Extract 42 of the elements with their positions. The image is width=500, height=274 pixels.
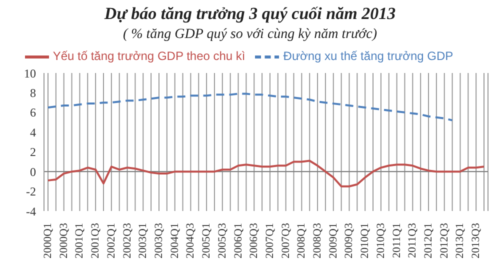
y-tick-label: 10 xyxy=(24,66,36,80)
x-tick-label: 2006Q3 xyxy=(248,222,260,258)
line-series xyxy=(47,160,485,188)
x-tick-label: 2010Q3 xyxy=(374,222,387,258)
y-tick-label: -4 xyxy=(26,204,36,218)
legend-label: Yếu tố tăng trưởng GDP theo chu kì xyxy=(52,49,246,64)
x-tick-label: 2010Q1 xyxy=(359,223,372,258)
x-tick-label: 2001Q3 xyxy=(90,222,102,258)
y-tick-label: 4 xyxy=(30,125,36,140)
x-tick-label: 2000Q3 xyxy=(58,222,70,258)
x-tick-label: 2002Q3 xyxy=(121,222,134,258)
x-tick-label: 2004Q3 xyxy=(184,222,197,258)
line-series xyxy=(47,92,454,122)
x-tick-label: 2008Q1 xyxy=(296,223,308,258)
y-tick-label: -2 xyxy=(26,184,36,199)
x-tick-label: 2001Q1 xyxy=(74,223,86,258)
chart-subtitle: ( % tăng GDP quý so với cùng kỳ năm trước) xyxy=(122,27,378,43)
x-tick-label: 2011Q1 xyxy=(390,223,403,258)
y-tick-label: 8 xyxy=(30,86,36,100)
x-tick-label: 2013Q1 xyxy=(454,223,466,258)
x-tick-label: 2006Q1 xyxy=(232,223,244,258)
x-tick-label: 2012Q3 xyxy=(438,222,450,258)
x-tick-label: 2009Q1 xyxy=(327,223,340,258)
x-tick-label: 2003Q3 xyxy=(152,222,165,258)
x-tick-label: 2009Q3 xyxy=(343,222,356,258)
y-tick-label: 2 xyxy=(30,145,36,160)
chart-title: Dự báo tăng trưởng 3 quý cuối năm 2013 xyxy=(103,4,397,24)
x-tick-label: 2004Q1 xyxy=(168,223,181,258)
x-tick-label: 2011Q3 xyxy=(406,222,419,258)
x-tick-label: 2005Q1 xyxy=(200,223,213,258)
x-tick-label: 2012Q1 xyxy=(422,223,435,258)
x-tick-label: 2008Q3 xyxy=(312,222,324,258)
x-tick-label: 2005Q3 xyxy=(216,222,228,258)
x-tick-label: 2007Q3 xyxy=(280,222,292,258)
x-tick-label: 2000Q1 xyxy=(42,223,54,258)
x-tick-label: 2002Q1 xyxy=(105,223,118,258)
y-tick-label: 6 xyxy=(30,106,36,120)
x-tick-label: 2003Q1 xyxy=(137,223,150,258)
x-tick-label: 2013Q3 xyxy=(470,222,482,258)
x-tick-label: 2007Q1 xyxy=(264,223,276,258)
legend-label: Đường xu thế tăng trưởng GDP xyxy=(283,49,454,64)
y-tick-label: 0 xyxy=(30,164,36,179)
